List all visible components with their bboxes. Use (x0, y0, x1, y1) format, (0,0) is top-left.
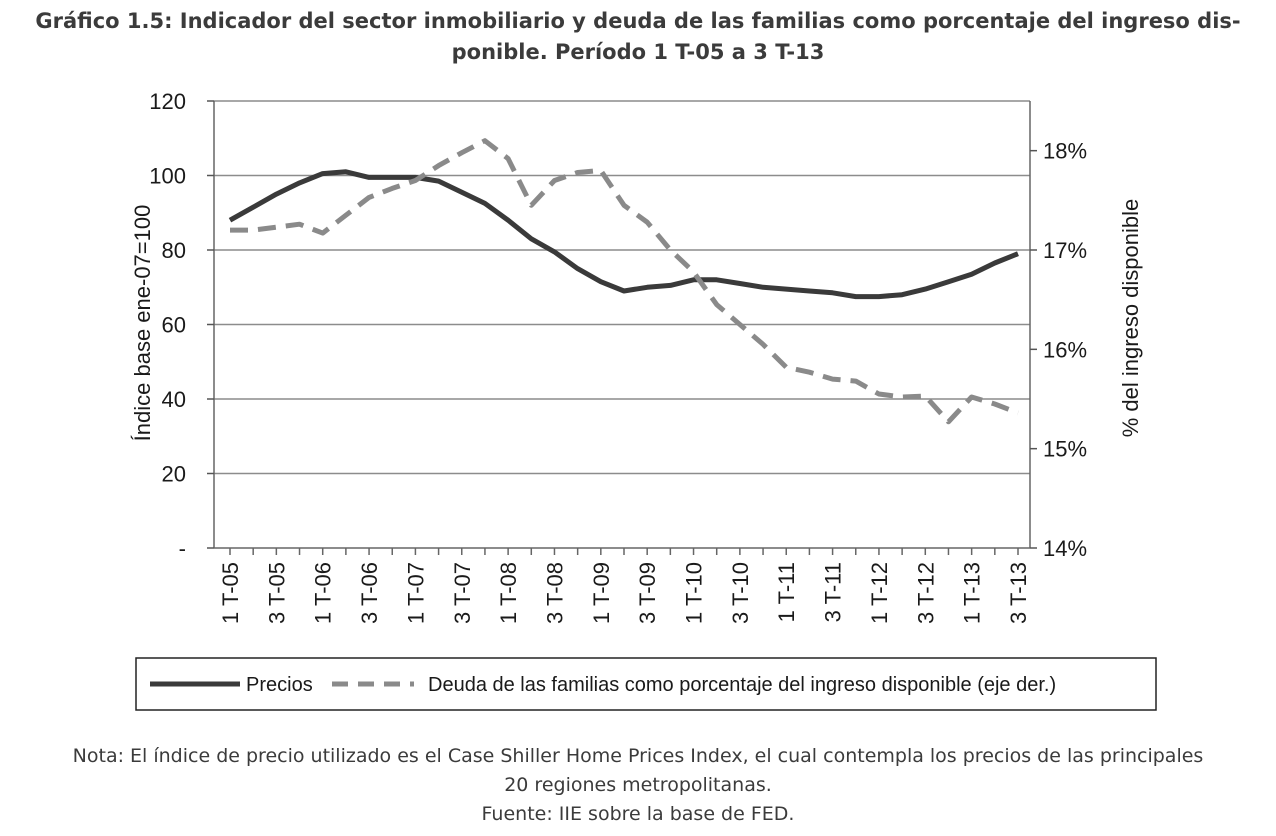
right-axis-ticks: 14% 15% 16% 17% 18% (1030, 139, 1087, 561)
y-tick-label: - (179, 536, 186, 561)
grid-lines (214, 100, 1030, 475)
x-tick-label: 1 T-13 (960, 562, 985, 624)
series-line-precios (228, 169, 1019, 300)
legend: Precios Deuda de las familias como porce… (135, 657, 1157, 711)
x-tick-label: 1 T-09 (589, 562, 614, 624)
chart-note: Nota: El índice de precio utilizado es e… (0, 742, 1276, 829)
y2-tick-label: 18% (1043, 139, 1087, 164)
x-tick-label: 1 T-07 (403, 562, 428, 624)
y-tick-label: 40 (162, 387, 186, 412)
y2-tick-label: 15% (1043, 437, 1087, 462)
x-tick-label: 3 T-11 (821, 562, 846, 622)
x-tick-label: 1 T-08 (496, 562, 521, 624)
note-line-3: Fuente: IIE sobre la base de FED. (481, 803, 795, 825)
x-tick-label: 1 T-06 (311, 562, 336, 624)
x-tick-label: 1 T-10 (682, 562, 707, 624)
x-tick-label: 3 T-08 (542, 562, 567, 624)
note-line-1: Nota: El índice de precio utilizado es e… (72, 745, 1204, 767)
y-tick-label: 20 (162, 462, 186, 487)
legend-label-precios: Precios (246, 674, 313, 696)
y2-axis-label: % del ingreso disponible (1118, 199, 1143, 438)
x-tick-label: 1 T-05 (218, 562, 243, 624)
x-tick-label: 3 T-05 (264, 562, 289, 624)
x-tick-label: 3 T-07 (450, 562, 475, 624)
y-tick-label: 60 (162, 313, 186, 338)
series-lines (228, 138, 1019, 425)
chart-title: Gráfico 1.5: Indicador del sector inmobi… (0, 6, 1276, 68)
y-tick-label: 80 (162, 238, 186, 263)
x-tick-label: 1 T-11 (774, 562, 799, 622)
left-axis-ticks: - 20 40 60 80 100 120 (149, 89, 214, 561)
y2-tick-label: 16% (1043, 337, 1087, 362)
y2-tick-label: 14% (1043, 536, 1087, 561)
x-axis-ticks: 1 T-05 3 T-05 1 T-06 3 T-06 1 T-07 3 T-07 1 T-… (218, 548, 1031, 624)
x-tick-label: 3 T-12 (913, 562, 938, 624)
chart-title-line-2: ponible. Período 1 T-05 a 3 T-13 (451, 40, 825, 64)
legend-label-deuda: Deuda de las familias como porcentaje de… (428, 674, 1056, 696)
legend-box (135, 657, 1157, 711)
x-tick-label: 3 T-13 (1006, 562, 1031, 624)
note-line-2: 20 regiones metropolitanas. (504, 774, 772, 796)
chart-title-line-1: Gráfico 1.5: Indicador del sector inmobi… (35, 9, 1241, 33)
y-axis-label: Índice base ene-07=100 (130, 205, 155, 442)
x-tick-label: 3 T-06 (357, 562, 382, 624)
x-tick-label: 3 T-09 (635, 562, 660, 624)
series-line-deuda (230, 138, 1019, 425)
x-tick-label: 3 T-10 (728, 562, 753, 624)
y-tick-label: 120 (149, 89, 186, 114)
y2-tick-label: 17% (1043, 238, 1087, 263)
y-tick-label: 100 (149, 164, 186, 189)
x-tick-label: 1 T-12 (867, 562, 892, 624)
